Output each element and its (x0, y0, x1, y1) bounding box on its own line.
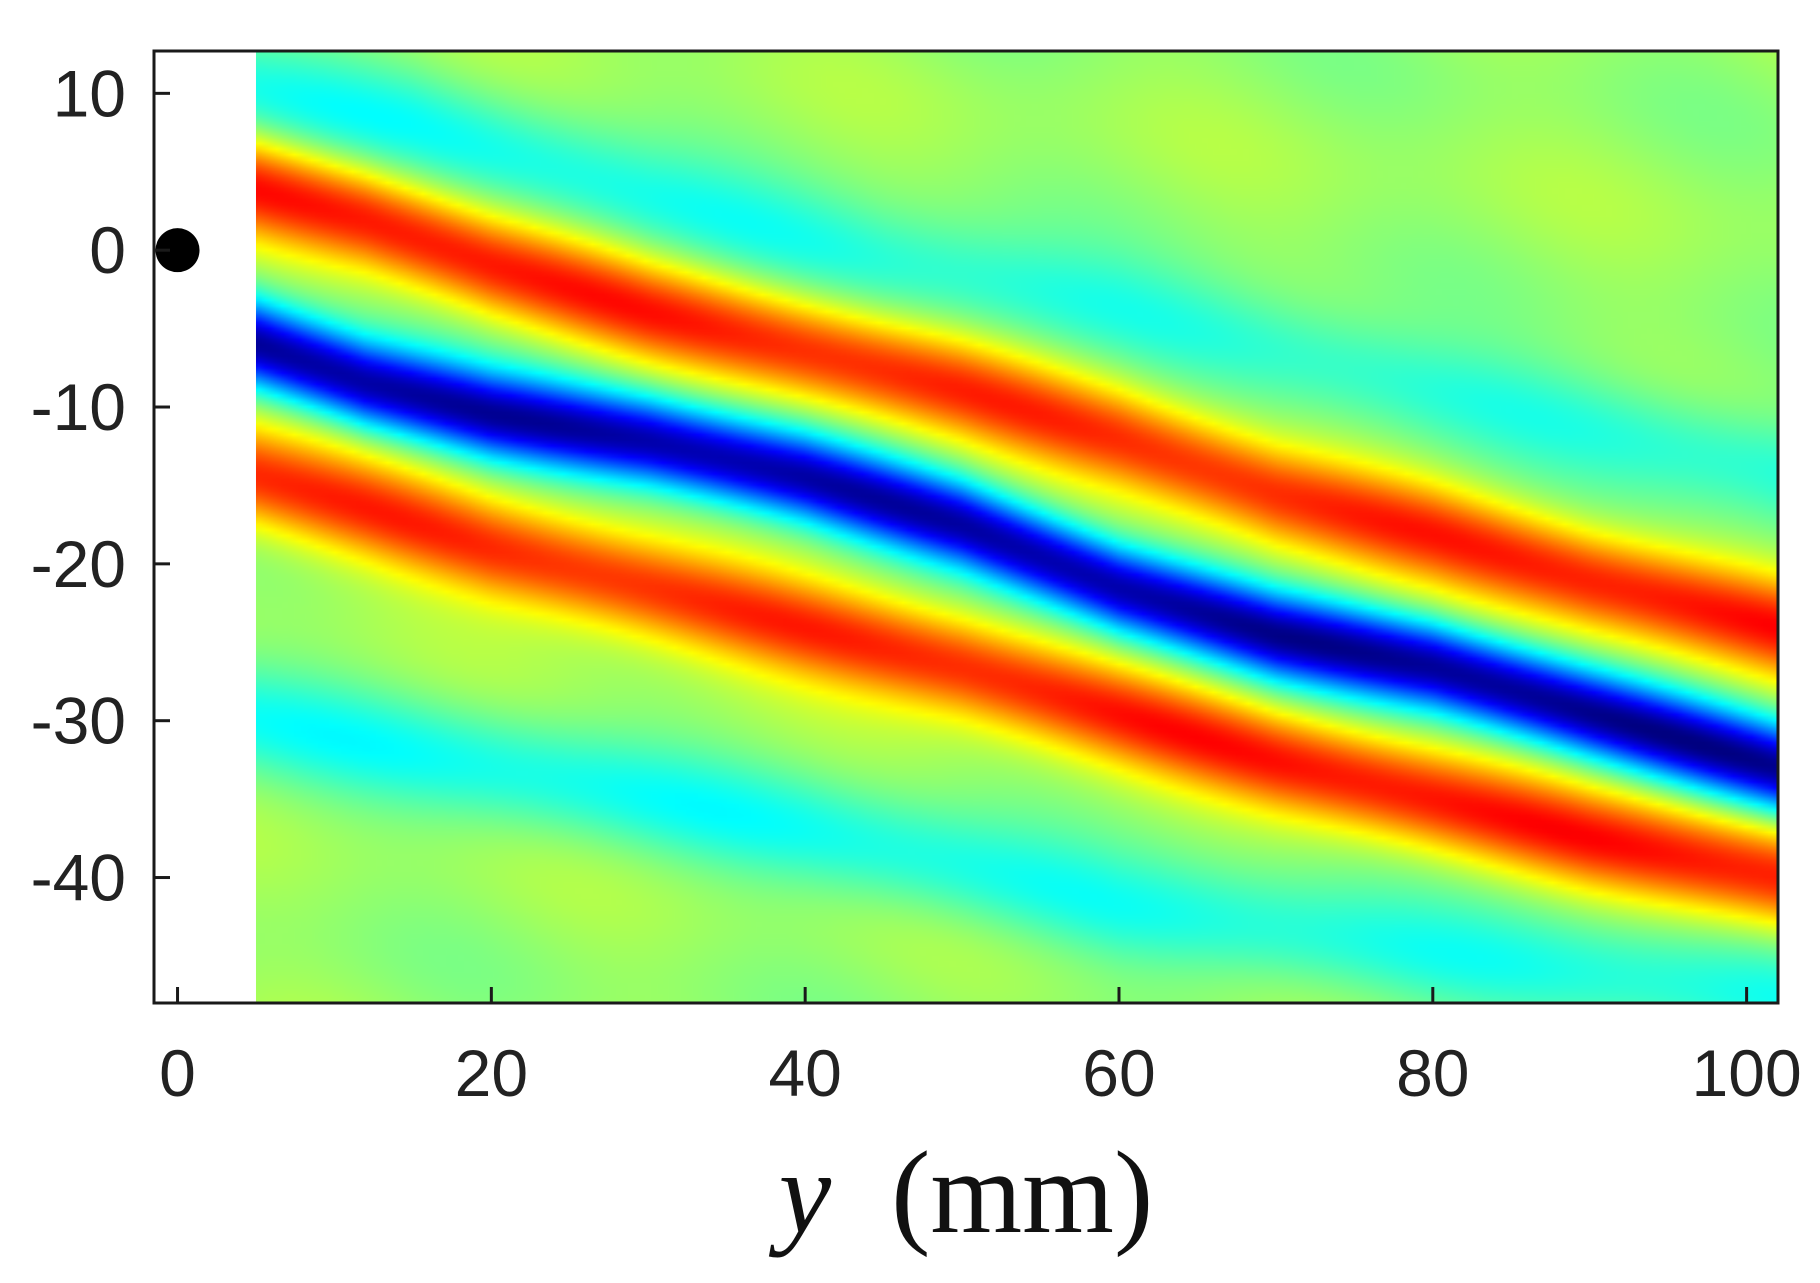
x-tick-label: 20 (455, 1036, 528, 1110)
y-tick-label: 0 (89, 213, 126, 287)
x-axis-label: y (mm) (769, 1127, 1154, 1258)
y-tick-label: 10 (53, 56, 126, 130)
plot-area (152, 49, 1780, 1005)
y-tick-label: -30 (31, 684, 126, 758)
heatmap-image (255, 51, 1778, 1003)
x-tick-label: 100 (1692, 1036, 1802, 1110)
origin-marker (155, 228, 200, 273)
x-axis-unit: (mm) (891, 1127, 1153, 1258)
y-tick-label: -20 (31, 527, 126, 601)
x-tick-label: 60 (1082, 1036, 1155, 1110)
y-axis: 10 0 -10 -20 -30 -40 (31, 56, 170, 915)
x-axis-variable: y (769, 1127, 832, 1258)
x-tick-label: 0 (159, 1036, 196, 1110)
y-tick-label: -40 (31, 841, 126, 915)
x-tick-label: 80 (1396, 1036, 1469, 1110)
y-tick-label: -10 (31, 370, 126, 444)
x-axis: 0 20 40 60 80 100 (159, 987, 1802, 1110)
plot-frame (152, 49, 1780, 1005)
x-tick-label: 40 (768, 1036, 841, 1110)
